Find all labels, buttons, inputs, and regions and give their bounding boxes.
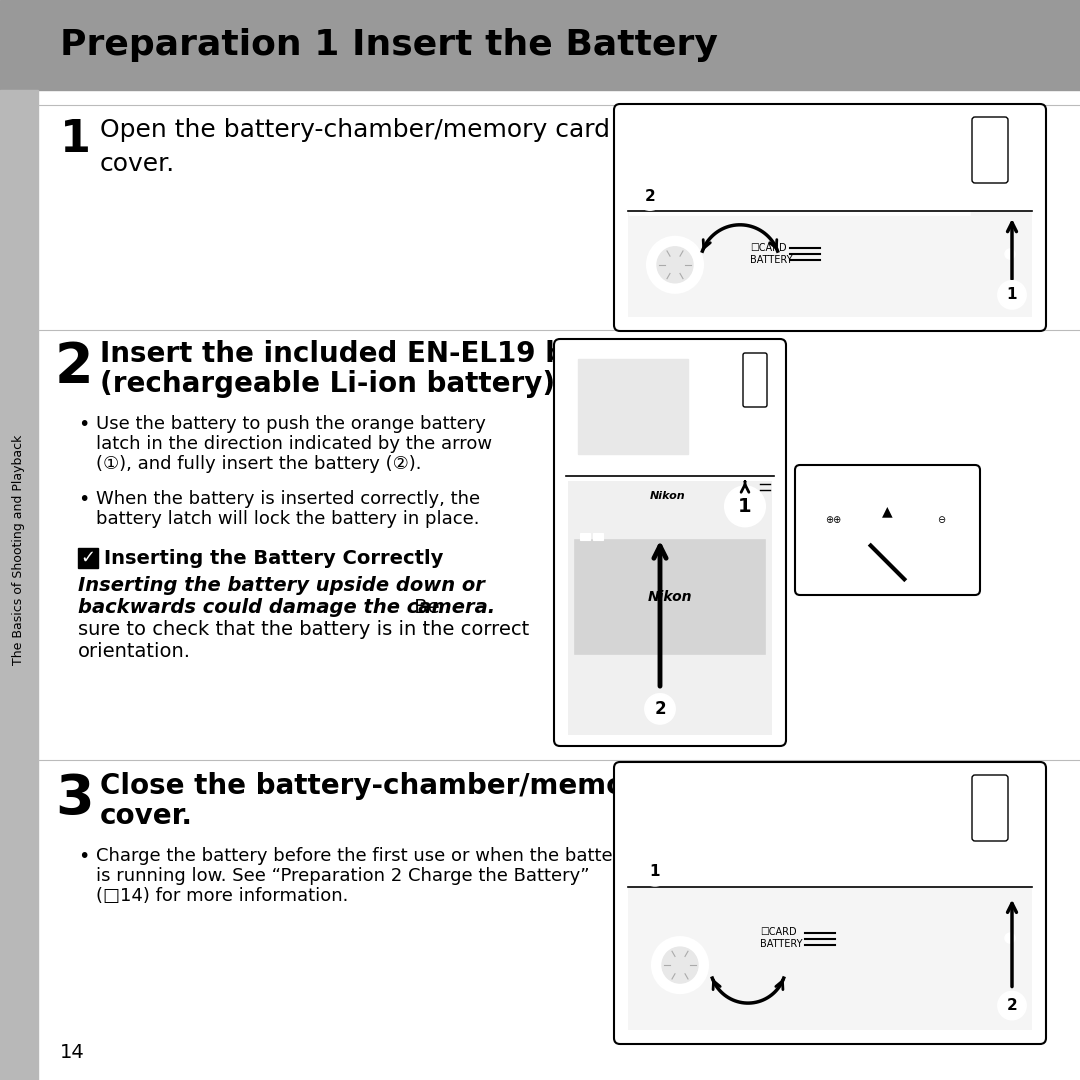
Text: orientation.: orientation. xyxy=(78,642,191,661)
Text: Inserting the Battery Correctly: Inserting the Battery Correctly xyxy=(104,549,444,567)
Bar xyxy=(570,353,770,471)
FancyBboxPatch shape xyxy=(554,339,786,746)
Text: ▲: ▲ xyxy=(882,504,893,518)
Text: battery latch will lock the battery in place.: battery latch will lock the battery in p… xyxy=(96,510,480,528)
Circle shape xyxy=(998,281,1026,309)
Text: ⊕⊕: ⊕⊕ xyxy=(825,515,841,525)
Bar xyxy=(0,0,1080,90)
Text: Nikon: Nikon xyxy=(650,491,686,501)
Bar xyxy=(630,118,970,215)
Text: 2: 2 xyxy=(645,189,656,203)
Bar xyxy=(578,359,688,454)
Circle shape xyxy=(645,694,675,724)
Bar xyxy=(627,211,1032,318)
Bar xyxy=(747,359,762,369)
FancyBboxPatch shape xyxy=(972,775,1008,841)
Text: •: • xyxy=(78,415,90,434)
Circle shape xyxy=(642,858,669,886)
Text: cover.: cover. xyxy=(100,152,175,176)
Text: 2: 2 xyxy=(55,340,94,394)
Bar xyxy=(580,532,590,540)
Text: (①), and fully insert the battery (②).: (①), and fully insert the battery (②). xyxy=(96,455,421,473)
Text: 1: 1 xyxy=(60,118,91,161)
Bar xyxy=(627,887,1032,1030)
Bar xyxy=(575,540,765,653)
Text: (□14) for more information.: (□14) for more information. xyxy=(96,887,349,905)
FancyBboxPatch shape xyxy=(743,353,767,407)
Circle shape xyxy=(725,486,765,526)
Text: Insert the included EN-EL19 battery: Insert the included EN-EL19 battery xyxy=(100,340,661,368)
Bar xyxy=(978,125,1001,139)
Text: (rechargeable Li-ion battery).: (rechargeable Li-ion battery). xyxy=(100,370,566,399)
Text: Preparation 1 Insert the Battery: Preparation 1 Insert the Battery xyxy=(60,28,718,62)
Text: ☐CARD
BATTERY: ☐CARD BATTERY xyxy=(760,928,802,949)
Bar xyxy=(747,375,762,384)
Text: Use the battery to push the orange battery: Use the battery to push the orange batte… xyxy=(96,415,486,433)
Text: 1: 1 xyxy=(739,497,752,516)
Circle shape xyxy=(657,247,693,283)
Text: cover.: cover. xyxy=(100,802,193,831)
Bar xyxy=(815,482,960,548)
Circle shape xyxy=(636,183,664,210)
Bar xyxy=(978,783,1001,797)
Text: 3: 3 xyxy=(55,772,94,826)
Bar xyxy=(0,90,38,1080)
FancyBboxPatch shape xyxy=(795,465,980,595)
Circle shape xyxy=(998,991,1026,1020)
Circle shape xyxy=(652,937,708,994)
Bar xyxy=(78,548,98,568)
Text: Be: Be xyxy=(408,598,440,617)
Bar xyxy=(638,124,814,199)
Text: ✓: ✓ xyxy=(80,549,95,567)
Text: The Basics of Shooting and Playback: The Basics of Shooting and Playback xyxy=(13,435,26,665)
Text: 2: 2 xyxy=(1007,998,1017,1013)
Text: Inserting the battery upside down or: Inserting the battery upside down or xyxy=(78,576,485,595)
Bar xyxy=(593,532,603,540)
Text: latch in the direction indicated by the arrow: latch in the direction indicated by the … xyxy=(96,435,492,453)
Text: Charge the battery before the first use or when the battery: Charge the battery before the first use … xyxy=(96,847,631,865)
Text: is running low. See “Preparation 2 Charge the Battery”: is running low. See “Preparation 2 Charg… xyxy=(96,867,590,885)
FancyBboxPatch shape xyxy=(615,762,1047,1044)
Text: 2: 2 xyxy=(654,700,665,718)
Text: Nikon: Nikon xyxy=(648,590,692,604)
Text: 1: 1 xyxy=(650,864,660,879)
Bar xyxy=(934,475,944,483)
Bar xyxy=(638,782,798,858)
Bar xyxy=(978,144,1001,158)
Bar xyxy=(978,802,1001,816)
Text: Open the battery-chamber/memory card slot: Open the battery-chamber/memory card slo… xyxy=(100,118,663,141)
Text: Battery latch: Battery latch xyxy=(635,345,752,363)
Circle shape xyxy=(662,947,698,983)
Bar xyxy=(948,475,958,483)
Circle shape xyxy=(1005,933,1015,943)
Bar xyxy=(837,475,847,483)
Circle shape xyxy=(1015,125,1025,135)
Text: Close the battery-chamber/memory card slot: Close the battery-chamber/memory card sl… xyxy=(100,772,804,800)
Text: 14: 14 xyxy=(60,1043,84,1062)
Circle shape xyxy=(1015,783,1025,793)
Text: ☐CARD
BATTERY: ☐CARD BATTERY xyxy=(750,243,793,265)
Bar xyxy=(823,475,833,483)
Text: sure to check that the battery is in the correct: sure to check that the battery is in the… xyxy=(78,620,529,639)
FancyBboxPatch shape xyxy=(972,117,1008,183)
Text: ⊖: ⊖ xyxy=(936,515,945,525)
Circle shape xyxy=(1005,249,1015,259)
Bar xyxy=(568,482,772,735)
Text: When the battery is inserted correctly, the: When the battery is inserted correctly, … xyxy=(96,490,481,508)
Circle shape xyxy=(647,237,703,293)
Text: 1: 1 xyxy=(1007,287,1017,302)
Text: backwards could damage the camera.: backwards could damage the camera. xyxy=(78,598,495,617)
FancyBboxPatch shape xyxy=(615,104,1047,330)
Text: •: • xyxy=(78,847,90,866)
Bar xyxy=(630,777,970,879)
Text: •: • xyxy=(78,490,90,509)
